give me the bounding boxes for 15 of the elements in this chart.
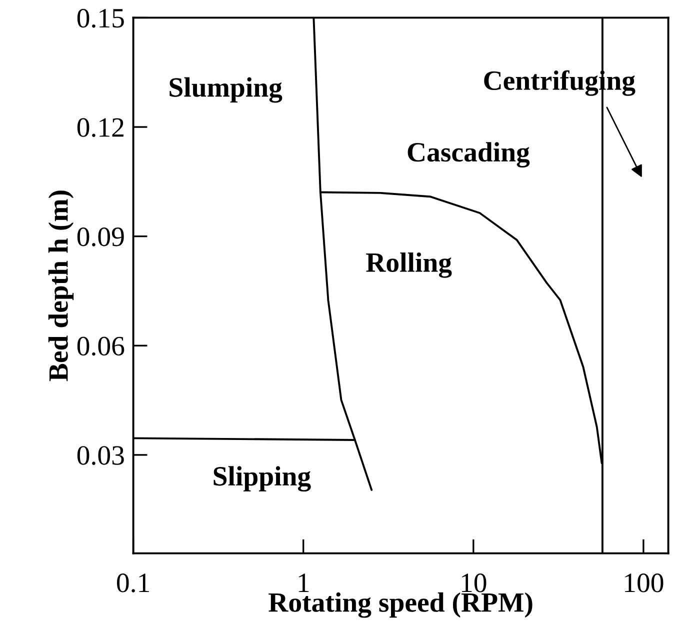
x-tick-label: 0.1 <box>117 574 149 592</box>
x-tick-label: 1 <box>298 574 309 592</box>
y-tick-label: 0.12 <box>77 118 124 138</box>
annotation: Cascading <box>408 142 530 168</box>
x-tick-label: 100 <box>625 574 664 592</box>
annotation: Slumping <box>170 77 282 103</box>
y-tick-label: 0.15 <box>77 8 124 28</box>
x-axis-title: Rotating speed (RPM) <box>268 592 532 618</box>
y-axis-title: Bed depth h (m) <box>48 190 74 382</box>
y-tick-label: 0.06 <box>77 336 124 356</box>
y-tick-label: 0.09 <box>77 227 124 246</box>
annotation: Rolling <box>366 252 452 278</box>
x-tick-label: 10 <box>462 574 486 592</box>
annotation: Slipping <box>214 466 311 492</box>
y-tick-label: 0.03 <box>77 446 124 465</box>
